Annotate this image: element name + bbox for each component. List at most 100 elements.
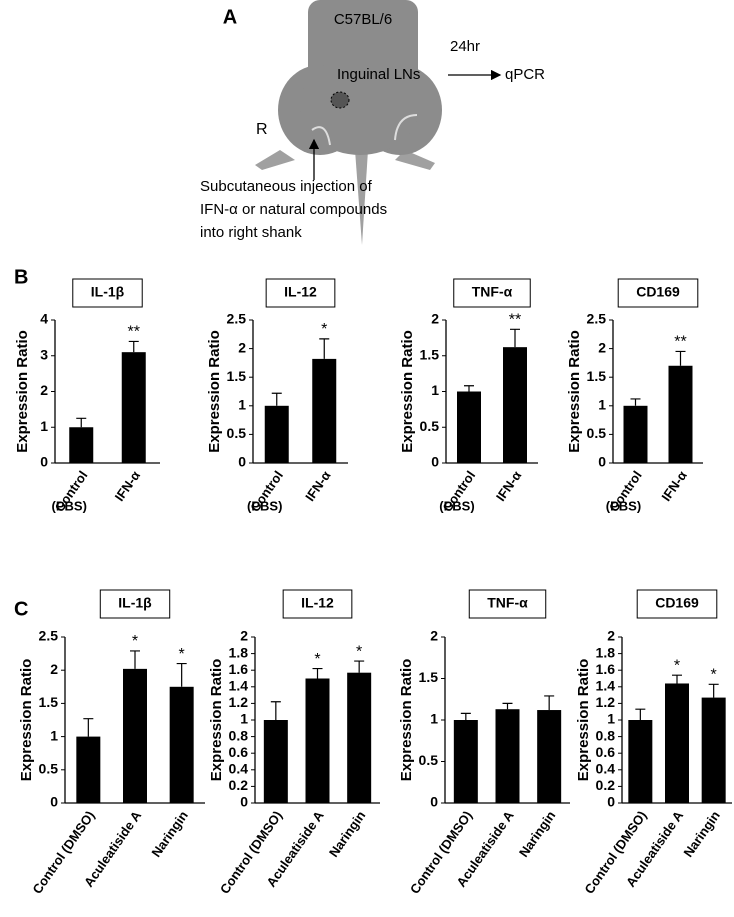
title-box [453, 278, 531, 308]
bar [623, 405, 648, 463]
x-tick-label: IFN-α [493, 468, 524, 504]
y-tick-label: 1 [50, 727, 58, 743]
y-tick-label: 1.5 [227, 368, 247, 384]
y-tick-label: 1.5 [39, 694, 59, 710]
y-tick-label: 0 [240, 794, 248, 810]
y-tick-label: 1 [240, 711, 248, 727]
y-axis-label: Expression Ratio [14, 330, 31, 453]
error-bar [460, 712, 471, 720]
bar [305, 678, 330, 803]
x-tick-label: IFN-α [112, 468, 143, 504]
y-tick-label: 1.5 [419, 669, 439, 685]
y-tick-label: 1 [598, 397, 606, 413]
y-tick-label: 2 [50, 661, 58, 677]
bar [264, 405, 289, 463]
error-bar [675, 350, 686, 366]
error-bar [270, 701, 281, 720]
chart-title-text: IL-12 [284, 284, 317, 300]
significance: ** [128, 324, 140, 341]
y-tick-label: 2.5 [587, 311, 607, 327]
x-tick-label: Naringin [148, 808, 191, 860]
bar [495, 709, 520, 803]
y-tick-label: 0.4 [596, 761, 616, 777]
y-tick-label: 0.6 [596, 744, 616, 760]
bar [453, 720, 478, 803]
error-bar [544, 695, 555, 711]
y-tick-label: 0.8 [596, 727, 616, 743]
significance: * [132, 633, 138, 650]
y-tick-label: 1.5 [420, 346, 440, 362]
chart-title: TNF-α [468, 589, 547, 619]
y-tick-label: 0.6 [229, 744, 249, 760]
chart-title-text: CD169 [636, 284, 680, 300]
y-tick-label: 1.4 [229, 678, 249, 694]
title-box [468, 589, 547, 619]
bar [69, 427, 94, 463]
y-tick-label: 3 [40, 346, 48, 362]
title-box [72, 278, 143, 308]
error-bar [319, 338, 330, 359]
y-tick-label: 4 [40, 311, 48, 327]
chart-title: TNF-α [453, 278, 531, 308]
error-bar [130, 650, 140, 669]
bar [665, 683, 689, 803]
bar [457, 391, 481, 463]
y-axis-label: Expression Ratio [398, 659, 415, 782]
error-bar [510, 328, 520, 348]
significance: * [321, 321, 327, 338]
y-tick-label: 1 [607, 711, 615, 727]
significance: * [314, 651, 320, 668]
y-tick-label: 1 [431, 382, 439, 398]
x-sublabel: (PBS) [439, 498, 474, 513]
y-tick-label: 1.8 [229, 644, 249, 660]
chart-title-text: IL-1β [91, 284, 125, 300]
y-tick-label: 0 [607, 794, 615, 810]
y-tick-label: 0.5 [420, 418, 440, 434]
chart-title: IL-12 [282, 589, 353, 619]
x-tick-label: IFN-α [302, 468, 333, 504]
y-tick-label: 0 [238, 454, 246, 470]
y-tick-label: 0 [598, 454, 606, 470]
y-axis-label: Expression Ratio [208, 659, 225, 782]
bar [701, 697, 726, 803]
x-sublabel: (PBS) [247, 498, 282, 513]
y-tick-label: 2 [40, 382, 48, 398]
bar [347, 672, 372, 803]
bar [312, 358, 337, 463]
y-tick-label: 0.2 [229, 777, 249, 793]
bar [121, 352, 146, 463]
y-tick-label: 1.2 [229, 694, 249, 710]
y-tick-label: 0.5 [419, 752, 439, 768]
title-box [99, 589, 171, 619]
significance: * [711, 667, 717, 684]
chart-title-text: IL-12 [301, 595, 334, 611]
error-bar [635, 708, 646, 720]
error-bar [312, 667, 323, 679]
bar [628, 720, 653, 803]
title-box [636, 589, 718, 619]
side: R [256, 121, 268, 138]
significance: * [356, 643, 362, 660]
y-tick-label: 0.5 [39, 761, 59, 777]
chart-title: CD169 [617, 278, 699, 308]
injection-text: IFN-α or natural compounds [200, 201, 387, 218]
panel-label: B [14, 266, 28, 288]
time: 24hr [450, 38, 480, 55]
y-tick-label: 1.4 [596, 678, 616, 694]
y-tick-label: 0 [40, 454, 48, 470]
error-bar [83, 718, 94, 737]
y-tick-label: 0 [50, 794, 58, 810]
chart-title-text: CD169 [655, 595, 699, 611]
error-bar [464, 385, 474, 392]
error-bar [630, 398, 641, 406]
error-bar [708, 683, 719, 698]
chart-title: CD169 [636, 589, 718, 619]
y-tick-label: 1.6 [596, 661, 616, 677]
panel-label: A [223, 6, 237, 28]
chart-title: IL-12 [265, 278, 336, 308]
x-tick-label: Naringin [516, 808, 559, 860]
x-tick-label: Naringin [680, 808, 723, 860]
error-bar [354, 660, 365, 673]
y-tick-label: 1.5 [587, 368, 607, 384]
